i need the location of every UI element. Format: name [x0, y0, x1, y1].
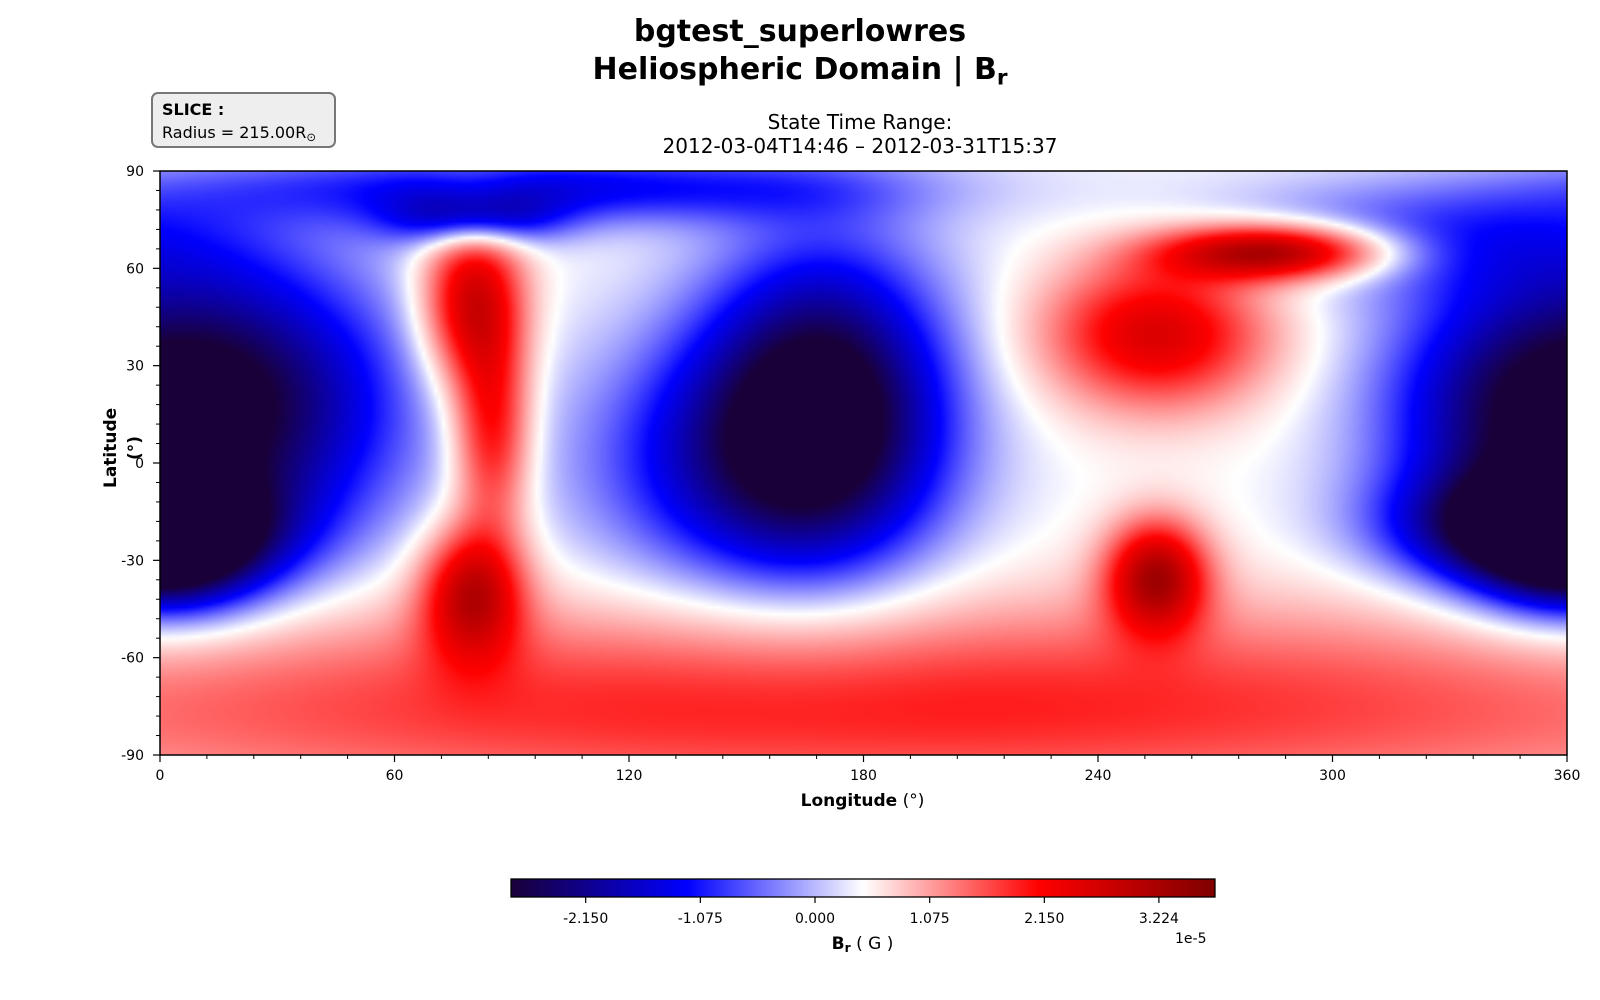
y-tick-label: 30 — [126, 359, 144, 375]
slice-info-box: SLICE : Radius = 215.00R⊙ — [151, 92, 336, 148]
y-tick-label: 0 — [135, 456, 144, 472]
x-tick-label: 60 — [386, 768, 404, 784]
y-tick-label: 60 — [126, 261, 144, 277]
x-axis-label: Longitude (°) — [800, 791, 925, 811]
x-tick-label: 240 — [1085, 768, 1112, 784]
slice-label: SLICE : — [162, 100, 225, 119]
chart-title-line2: Heliospheric Domain | Br — [592, 52, 1008, 91]
colorbar-tick-label: 3.224 — [1139, 911, 1179, 927]
colorbar-label: Br ( G ) — [831, 934, 894, 956]
time-range-label: State Time Range: — [767, 110, 953, 134]
chart-title-line1: bgtest_superlowres — [633, 14, 967, 49]
colorbar-tick-label: 0.000 — [795, 911, 835, 927]
colorbar-tick-label: -2.150 — [563, 911, 608, 927]
y-axis-label: Latitude (°) — [101, 407, 145, 488]
colorbar-tick-label: 1.075 — [910, 911, 950, 927]
colorbar-tick-label: 2.150 — [1024, 911, 1064, 927]
x-tick-label: 0 — [156, 768, 165, 784]
y-tick-label: -30 — [121, 553, 144, 569]
colorbar-tick-label: -1.075 — [678, 911, 723, 927]
y-tick-label: -90 — [121, 748, 144, 764]
slice-value: Radius = 215.00R⊙ — [162, 123, 316, 144]
y-tick-label: 90 — [126, 164, 144, 180]
x-tick-label: 120 — [616, 768, 643, 784]
colorbar — [510, 878, 1216, 898]
heatmap-image — [160, 171, 1567, 755]
x-tick-label: 360 — [1554, 768, 1581, 784]
time-range-value: 2012-03-04T14:46 – 2012-03-31T15:37 — [662, 134, 1058, 158]
y-tick-label: -60 — [121, 651, 144, 667]
x-tick-label: 180 — [850, 768, 877, 784]
colorbar-exponent: 1e-5 — [1175, 931, 1207, 947]
x-tick-label: 300 — [1319, 768, 1346, 784]
